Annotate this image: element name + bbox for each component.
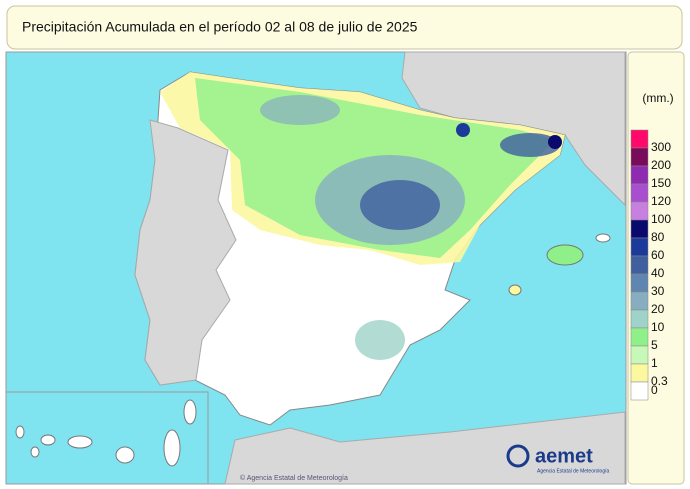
legend-label: 5: [651, 338, 658, 352]
legend-swatch: [630, 183, 649, 203]
legend-swatch: [630, 345, 649, 365]
africa: [224, 411, 626, 485]
area-60: [456, 123, 470, 137]
credit: © Agencia Estatal de Meteorología: [240, 474, 348, 482]
legend-label: 1: [651, 356, 658, 370]
legend-swatch: [630, 291, 649, 311]
area-80: [548, 135, 562, 149]
legend-swatch: [630, 219, 649, 239]
logo-subtitle: Agencia Estatal de Meteorología: [537, 468, 609, 474]
legend-label: 10: [651, 320, 665, 334]
legend-swatch: [630, 381, 649, 401]
legend-label: 20: [651, 302, 665, 316]
legend-swatch: [630, 129, 649, 149]
legend-label: 200: [651, 158, 671, 172]
island: [15, 425, 25, 439]
legend-swatch: [630, 309, 649, 329]
precipitation: [160, 72, 565, 360]
legend-label: 0: [651, 383, 658, 397]
legend-unit: (mm.): [642, 91, 673, 105]
legend-label: 40: [651, 266, 665, 280]
legend-swatch: [630, 201, 649, 221]
island: [30, 446, 40, 458]
legend-label: 80: [651, 230, 665, 244]
title: Precipitación Acumulada en el período 02…: [22, 19, 418, 35]
legend-swatch: [630, 237, 649, 257]
legend-label: 150: [651, 176, 671, 190]
legend-label: 120: [651, 194, 671, 208]
canary-islands: [15, 399, 197, 467]
legend-swatch: [630, 273, 649, 293]
logo-name: aemet: [535, 445, 593, 467]
logo-icon: [506, 444, 530, 468]
island: [163, 429, 181, 467]
area-20: [260, 95, 340, 125]
menorca: [595, 233, 611, 243]
legend-label: 100: [651, 212, 671, 226]
island: [67, 435, 93, 449]
legend-swatch: [630, 327, 649, 347]
legend-items: 300 200 150 120 100 80 60 40 30 20 10 5 1 0.30: [630, 129, 671, 401]
legend-label: 60: [651, 248, 665, 262]
legend-swatch: [630, 165, 649, 185]
area-40: [500, 133, 560, 157]
area-40: [360, 180, 440, 230]
title-box: [6, 5, 683, 50]
legend-swatch: [630, 255, 649, 275]
legend-swatch: [630, 363, 649, 383]
legend-label: 30: [651, 284, 665, 298]
ibiza: [508, 284, 522, 296]
island: [115, 446, 135, 464]
legend-label: 0.3: [651, 374, 668, 388]
mallorca: [546, 244, 584, 266]
area-10: [355, 320, 405, 360]
island: [183, 399, 197, 425]
legend-swatch: [630, 147, 649, 167]
island: [40, 434, 56, 446]
portugal: [134, 119, 237, 386]
legend-label: 300: [651, 140, 671, 154]
